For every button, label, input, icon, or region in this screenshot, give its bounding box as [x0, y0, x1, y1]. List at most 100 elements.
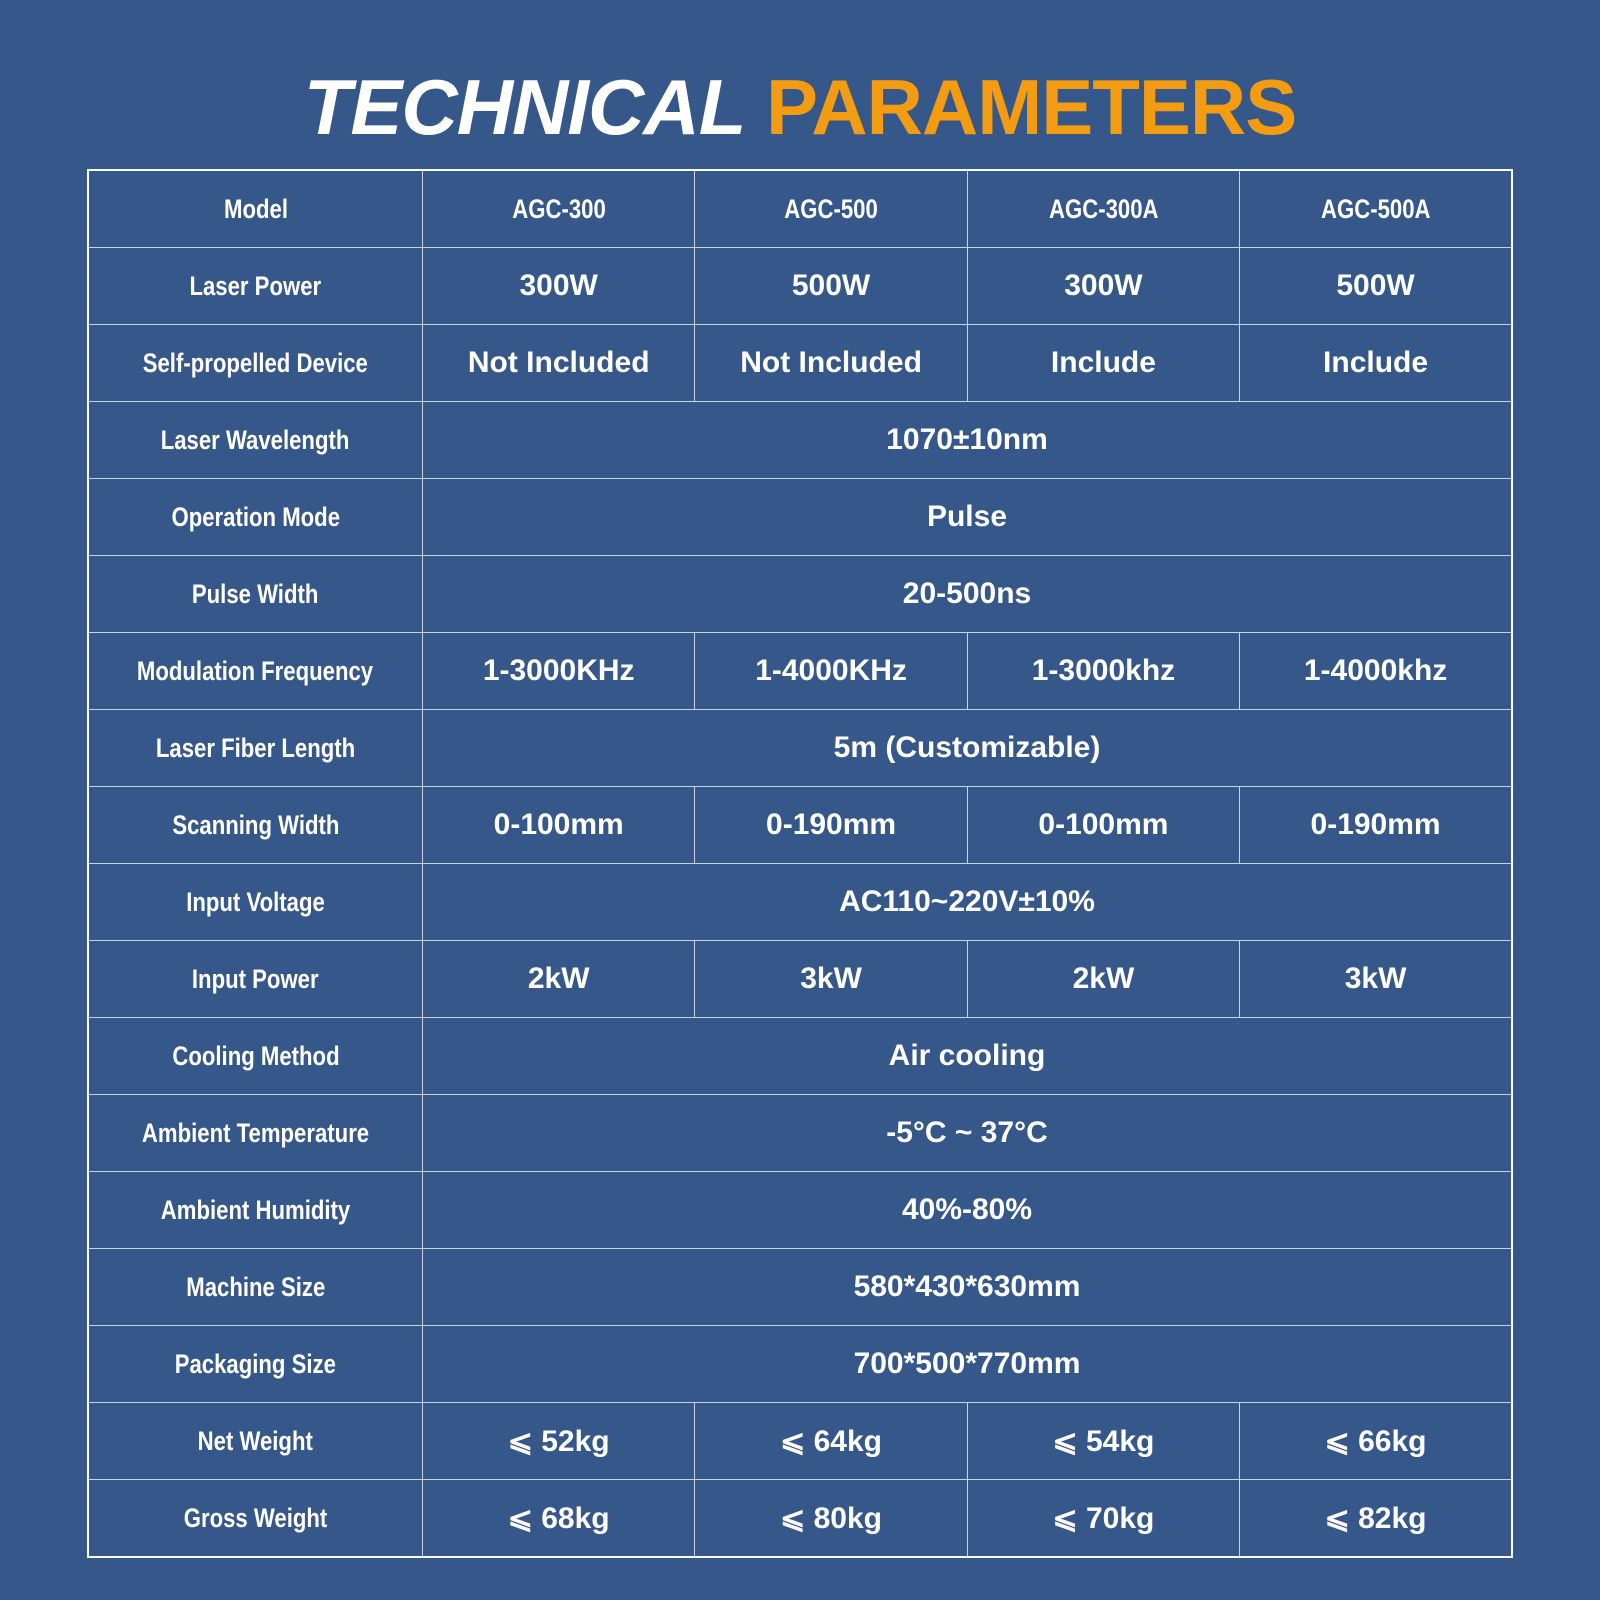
value-text: 0-190mm: [766, 808, 897, 841]
value-text: Pulse: [926, 500, 1008, 533]
value-cell: 2kW: [421, 940, 696, 1018]
value-text: 500W: [791, 269, 871, 302]
row-label: Machine Size: [87, 1248, 423, 1326]
row-label-text: Input Power: [192, 963, 319, 994]
row-label-text: Laser Wavelength: [161, 424, 350, 455]
value-text: 1-4000khz: [1303, 654, 1448, 687]
value-text: Not Included: [467, 346, 650, 379]
value-text: 1070±10nm: [886, 423, 1048, 456]
value-text: ⩽ 66kg: [1324, 1424, 1427, 1458]
value-cell: AGC-500A: [1239, 169, 1513, 248]
table-row: Laser Power 300W 500W 300W 500W: [87, 247, 1513, 325]
value-cell: AC110~220V±10%: [422, 863, 1513, 941]
table-row: Ambient Temperature -5°C ~ 37°C: [87, 1094, 1513, 1172]
row-label: Input Power: [87, 940, 423, 1018]
value-cell: AGC-300: [421, 169, 696, 248]
row-label: Scanning Width: [87, 786, 423, 864]
value-text: AGC-300: [511, 193, 606, 224]
value-cell: 300W: [966, 247, 1241, 325]
value-cell: -5°C ~ 37°C: [422, 1094, 1513, 1172]
value-cell: 2kW: [966, 940, 1241, 1018]
row-label: Ambient Temperature: [87, 1094, 423, 1172]
value-cell: Pulse: [422, 478, 1513, 556]
value-cell: Include: [1239, 324, 1513, 402]
table-row: Input Voltage AC110~220V±10%: [87, 863, 1513, 941]
row-label-text: Gross Weight: [183, 1502, 328, 1533]
value-cell: Air cooling: [422, 1017, 1513, 1095]
row-label: Laser Fiber Length: [87, 709, 423, 787]
value-cell: 0-100mm: [421, 786, 696, 864]
value-text: 0-190mm: [1310, 808, 1441, 841]
value-text: AGC-500A: [1320, 193, 1431, 224]
value-cell: ⩽ 66kg: [1239, 1402, 1513, 1480]
value-cell: 580*430*630mm: [422, 1248, 1513, 1326]
row-label: Gross Weight: [87, 1479, 423, 1558]
table-row: Machine Size 580*430*630mm: [87, 1248, 1513, 1326]
value-text: 300W: [519, 269, 598, 302]
value-cell: 0-190mm: [1239, 786, 1513, 864]
value-cell: 0-190mm: [694, 786, 968, 864]
value-cell: Not Included: [694, 324, 968, 402]
value-text: ⩽ 80kg: [780, 1501, 882, 1535]
value-cell: Not Included: [421, 324, 696, 402]
value-cell: ⩽ 54kg: [966, 1402, 1241, 1480]
value-text: Not Included: [740, 346, 922, 379]
row-label: Ambient Humidity: [87, 1171, 423, 1249]
value-cell: 500W: [1239, 247, 1513, 325]
page-title: TECHNICAL PARAMETERS: [0, 62, 1600, 153]
value-text: 300W: [1064, 269, 1143, 302]
value-cell: AGC-500: [694, 169, 968, 248]
value-text: 1-3000khz: [1031, 654, 1176, 687]
value-text: 20-500ns: [902, 577, 1032, 610]
value-text: 3kW: [1344, 962, 1407, 995]
value-cell: 0-100mm: [966, 786, 1241, 864]
row-label-text: Laser Fiber Length: [155, 732, 356, 763]
value-cell: 5m (Customizable): [422, 709, 1513, 787]
row-label-text: Operation Mode: [171, 501, 340, 532]
table-row: Self-propelled Device Not Included Not Inc…: [87, 324, 1513, 402]
table-row: Pulse Width 20-500ns: [87, 555, 1513, 633]
table-row: Scanning Width 0-100mm 0-190mm 0-100mm 0-190…: [87, 786, 1513, 864]
value-cell: 500W: [694, 247, 968, 325]
title-part1: TECHNICAL: [303, 63, 747, 151]
value-text: ⩽ 70kg: [1052, 1501, 1155, 1535]
value-text: ⩽ 68kg: [507, 1501, 610, 1535]
row-label-text: Laser Power: [189, 270, 322, 301]
value-text: 1-3000KHz: [482, 654, 635, 687]
row-label: Net Weight: [87, 1402, 423, 1480]
value-text: 2kW: [527, 962, 590, 995]
value-cell: 20-500ns: [422, 555, 1513, 633]
value-text: 2kW: [1072, 962, 1135, 995]
value-cell: ⩽ 64kg: [694, 1402, 968, 1480]
row-label: Self-propelled Device: [87, 324, 423, 402]
value-cell: ⩽ 68kg: [421, 1479, 696, 1558]
value-text: Air cooling: [888, 1039, 1046, 1072]
row-label-text: Scanning Width: [171, 809, 340, 840]
value-cell: 3kW: [694, 940, 968, 1018]
value-cell: AGC-300A: [966, 169, 1241, 248]
value-text: ⩽ 52kg: [507, 1424, 610, 1458]
value-text: Include: [1323, 346, 1429, 379]
value-text: 580*430*630mm: [853, 1270, 1081, 1303]
row-label-text: Packaging Size: [174, 1348, 337, 1379]
row-label-text: Modulation Frequency: [137, 655, 374, 686]
value-cell: 1-3000khz: [966, 632, 1241, 710]
row-label: Pulse Width: [87, 555, 423, 633]
value-text: ⩽ 54kg: [1052, 1424, 1155, 1458]
row-label-text: Pulse Width: [192, 578, 319, 609]
row-label-text: Model: [223, 193, 288, 224]
table-row: Laser Fiber Length 5m (Customizable): [87, 709, 1513, 787]
row-label-text: Ambient Humidity: [160, 1194, 351, 1225]
value-cell: 1070±10nm: [422, 401, 1513, 479]
table-row: Gross Weight ⩽ 68kg ⩽ 80kg ⩽ 70kg ⩽ 82kg: [87, 1479, 1513, 1558]
value-text: -5°C ~ 37°C: [886, 1116, 1048, 1149]
row-label: Cooling Method: [87, 1017, 423, 1095]
value-cell: 1-4000KHz: [694, 632, 968, 710]
row-label: Laser Power: [87, 247, 423, 325]
value-text: AGC-500: [784, 193, 878, 224]
parameters-table: Model AGC-300 AGC-500 AGC-300A AGC-500A Laser…: [87, 169, 1513, 1558]
value-text: 40%-80%: [901, 1193, 1033, 1226]
row-label-text: Cooling Method: [171, 1040, 340, 1071]
value-text: ⩽ 64kg: [780, 1424, 882, 1458]
table-row: Net Weight ⩽ 52kg ⩽ 64kg ⩽ 54kg ⩽ 66kg: [87, 1402, 1513, 1480]
